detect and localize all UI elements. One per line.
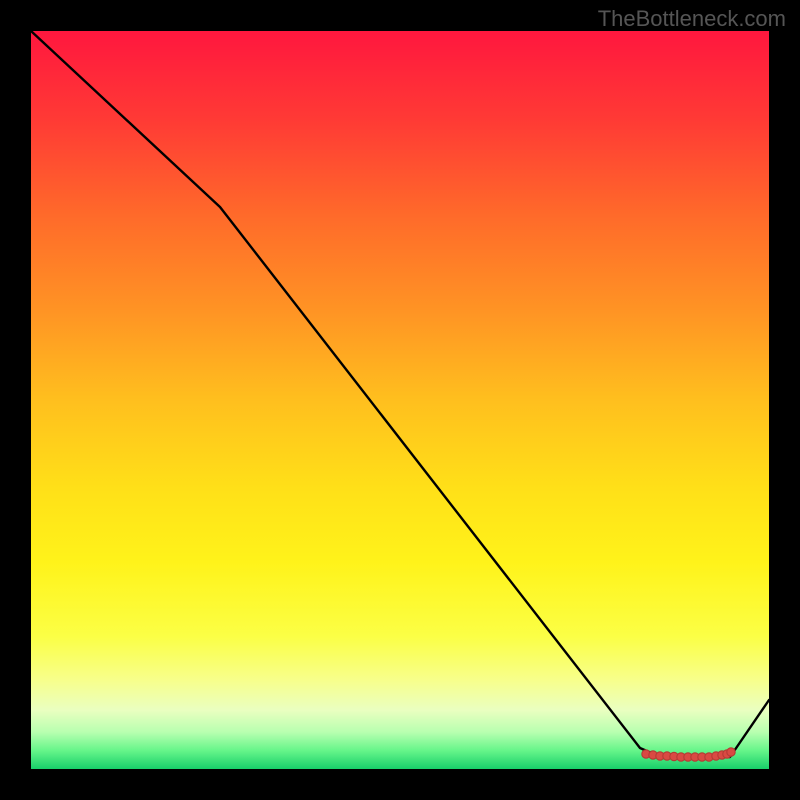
plot-area — [31, 31, 769, 769]
chart-stage: TheBottleneck.com — [0, 0, 800, 800]
watermark-text: TheBottleneck.com — [598, 6, 786, 32]
sweet-spot-point — [727, 748, 735, 756]
chart-svg — [0, 0, 800, 800]
